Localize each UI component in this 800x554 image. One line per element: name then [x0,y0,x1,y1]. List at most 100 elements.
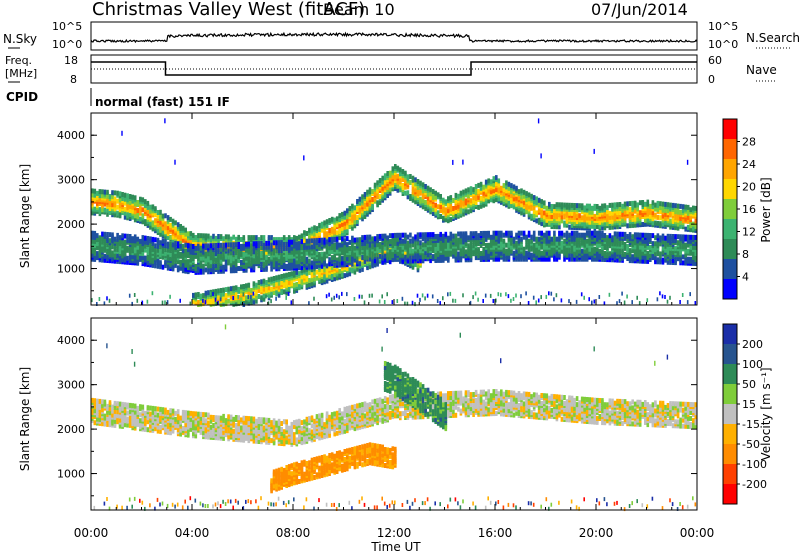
heatmap-cell [515,195,518,201]
heatmap-cell [537,118,540,124]
heatmap-cell [429,207,432,213]
heatmap-cell [184,239,187,245]
heatmap-cell [497,182,501,188]
heatmap-cell [275,275,278,281]
heatmap-cell [166,241,170,247]
heatmap-cell [507,246,511,252]
heatmap-cell [601,230,604,236]
heatmap-cell [207,251,210,257]
heatmap-cell [399,252,402,258]
heatmap-cell [540,250,543,256]
heatmap-cell [477,297,479,302]
heatmap-cell [126,245,129,251]
heatmap-cell [361,235,364,241]
heatmap-cell [217,294,220,300]
heatmap-cell [293,282,296,288]
heatmap-cell [555,236,559,242]
heatmap-cell [247,257,251,263]
heatmap-cell [270,290,273,296]
heatmap-cell [631,240,634,246]
heatmap-cell [267,244,271,250]
heatmap-cell [179,224,182,229]
heatmap-cell [416,293,419,298]
heatmap-cell [310,226,314,232]
heatmap-cell [245,299,248,305]
heatmap-cell [452,159,454,165]
heatmap-cell [447,208,450,214]
heatmap-cell [303,155,305,161]
heatmap-cell [260,279,263,285]
heatmap-cell [593,256,597,262]
heatmap-cell [439,301,441,306]
heatmap-cell [245,241,248,247]
heatmap-cell [598,242,602,248]
heatmap-cell [548,234,551,240]
heatmap-cell [568,252,571,258]
heatmap-cell [383,237,387,243]
heatmap-cell [560,202,564,208]
heatmap-cell [272,276,276,281]
heatmap-cell [353,251,357,257]
heatmap-cell [171,218,175,224]
heatmap-cell [383,173,387,179]
heatmap-cell [298,259,301,265]
heatmap-cell [487,198,490,204]
heatmap-cell [535,218,538,224]
heatmap-cell [287,245,291,251]
heatmap-cell [232,234,235,240]
heatmap-cell [151,291,154,296]
heatmap-cell [591,205,594,211]
heatmap-cell [149,216,152,222]
heatmap-cell [598,248,602,254]
heatmap-cell [98,189,102,195]
heatmap-cell [131,236,134,242]
heatmap-cell [532,209,536,215]
heatmap-cell [588,240,591,246]
heatmap-cell [431,232,435,238]
heatmap-cell [267,301,270,306]
heatmap-cell [497,230,501,236]
heatmap-cell [497,250,501,256]
heatmap-cell [166,265,170,271]
heatmap-cell [532,295,535,300]
heatmap-cell [234,285,238,291]
heatmap-cell [179,259,182,265]
heatmap-cell [419,240,422,246]
heatmap-cell [214,297,217,302]
heatmap-cell [525,191,528,197]
heatmap-cell [553,297,555,302]
heatmap-cell [520,188,523,194]
heatmap-cell [596,256,599,262]
heatmap-cell [378,233,382,239]
heatmap-cell [270,286,273,292]
heatmap-cell [108,232,112,238]
heatmap-cell [484,252,488,258]
heatmap-cell [391,253,395,259]
heatmap-cell [116,252,119,258]
heatmap-cell [452,298,454,303]
heatmap-cell [305,256,309,262]
heatmap-cell [257,253,261,259]
heatmap-cell [507,294,510,299]
heatmap-cell [308,270,311,275]
heatmap-cell [527,301,530,305]
heatmap-cell [608,210,612,216]
heatmap-cell [573,244,576,250]
heatmap-cell [621,231,624,237]
heatmap-cell [361,255,364,261]
heatmap-cell [295,241,299,247]
heatmap-cell [303,254,306,260]
heatmap-cell [633,238,637,244]
heatmap-cell [618,247,622,253]
heatmap-cell [462,211,465,217]
heatmap-cell [583,232,586,238]
heatmap-cell [525,234,528,240]
heatmap-cell [93,256,97,262]
heatmap-cell [391,237,395,243]
heatmap-cell [285,241,288,247]
heatmap-cell [232,242,235,248]
heatmap-cell [212,263,215,269]
heatmap-cell [431,254,435,260]
heatmap-cell [353,297,356,301]
heatmap-cell [252,299,256,305]
